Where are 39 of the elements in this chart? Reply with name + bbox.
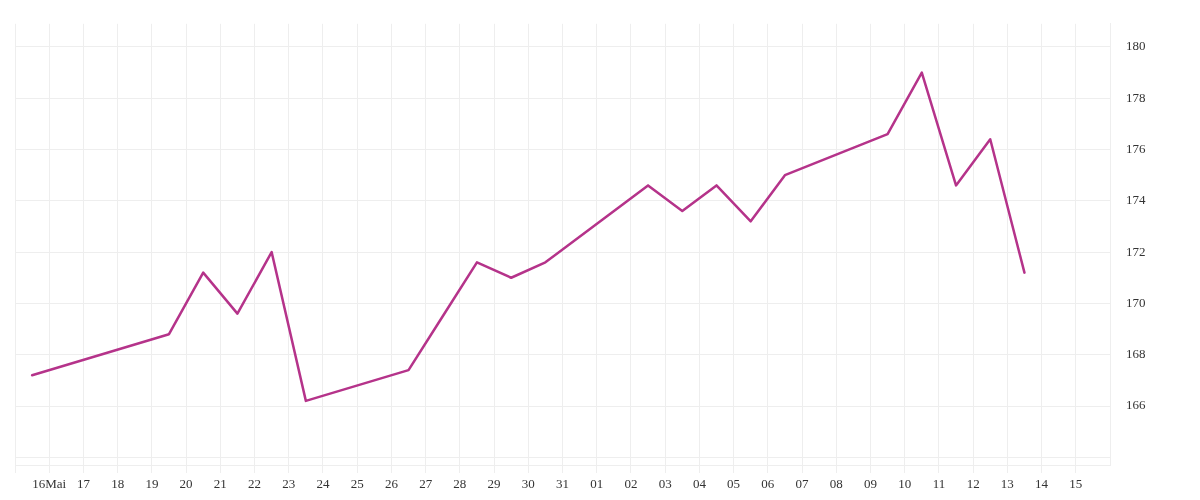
x-tick-label: 25: [350, 476, 364, 492]
x-tick-label: 01: [590, 476, 604, 492]
y-tick-label: 168: [1126, 346, 1146, 362]
x-tick-label: 26: [384, 476, 399, 492]
x-tick-label: 12: [966, 476, 980, 492]
x-tick-label: 28: [453, 476, 467, 492]
x-tick-label: 03: [658, 476, 672, 492]
x-tick-label: 23: [282, 476, 296, 492]
y-tick-label: 176: [1126, 140, 1146, 156]
x-tick-label: 13: [1000, 476, 1014, 492]
x-tick-label: 10: [898, 476, 912, 492]
y-tick-label: 180: [1126, 38, 1146, 54]
x-tick-label: 08: [829, 476, 843, 492]
x-tick-label: 27: [419, 476, 433, 492]
x-tick-label: 21: [213, 476, 227, 492]
x-tick-label: 17: [76, 476, 91, 492]
x-tick-label: 02: [624, 476, 638, 492]
x-tick-label: 14: [1035, 476, 1049, 492]
x-tick-label: 31: [556, 476, 569, 492]
x-tick-label: 05: [727, 476, 741, 492]
x-tick-label: 11: [932, 476, 946, 492]
x-tick-label: 29: [487, 476, 501, 492]
x-tick-label: 19: [145, 476, 159, 492]
y-tick-label: 172: [1126, 243, 1146, 259]
x-tick-label: 20: [179, 476, 193, 492]
x-tick-label: 22: [248, 476, 262, 492]
x-tick-label: 16Mai: [32, 476, 67, 492]
x-tick-label: 24: [316, 476, 330, 492]
x-tick-label: 09: [863, 476, 877, 492]
y-tick-label: 166: [1126, 397, 1146, 413]
x-tick-label: 04: [692, 476, 707, 492]
y-tick-label: 174: [1126, 192, 1146, 208]
x-tick-label: 18: [111, 476, 125, 492]
x-tick-label: 30: [521, 476, 535, 492]
x-tick-label: 15: [1069, 476, 1083, 492]
y-tick-label: 170: [1126, 294, 1146, 310]
y-tick-label: 178: [1126, 89, 1146, 105]
x-tick-label: 07: [795, 476, 810, 492]
x-tick-label: 06: [761, 476, 775, 492]
